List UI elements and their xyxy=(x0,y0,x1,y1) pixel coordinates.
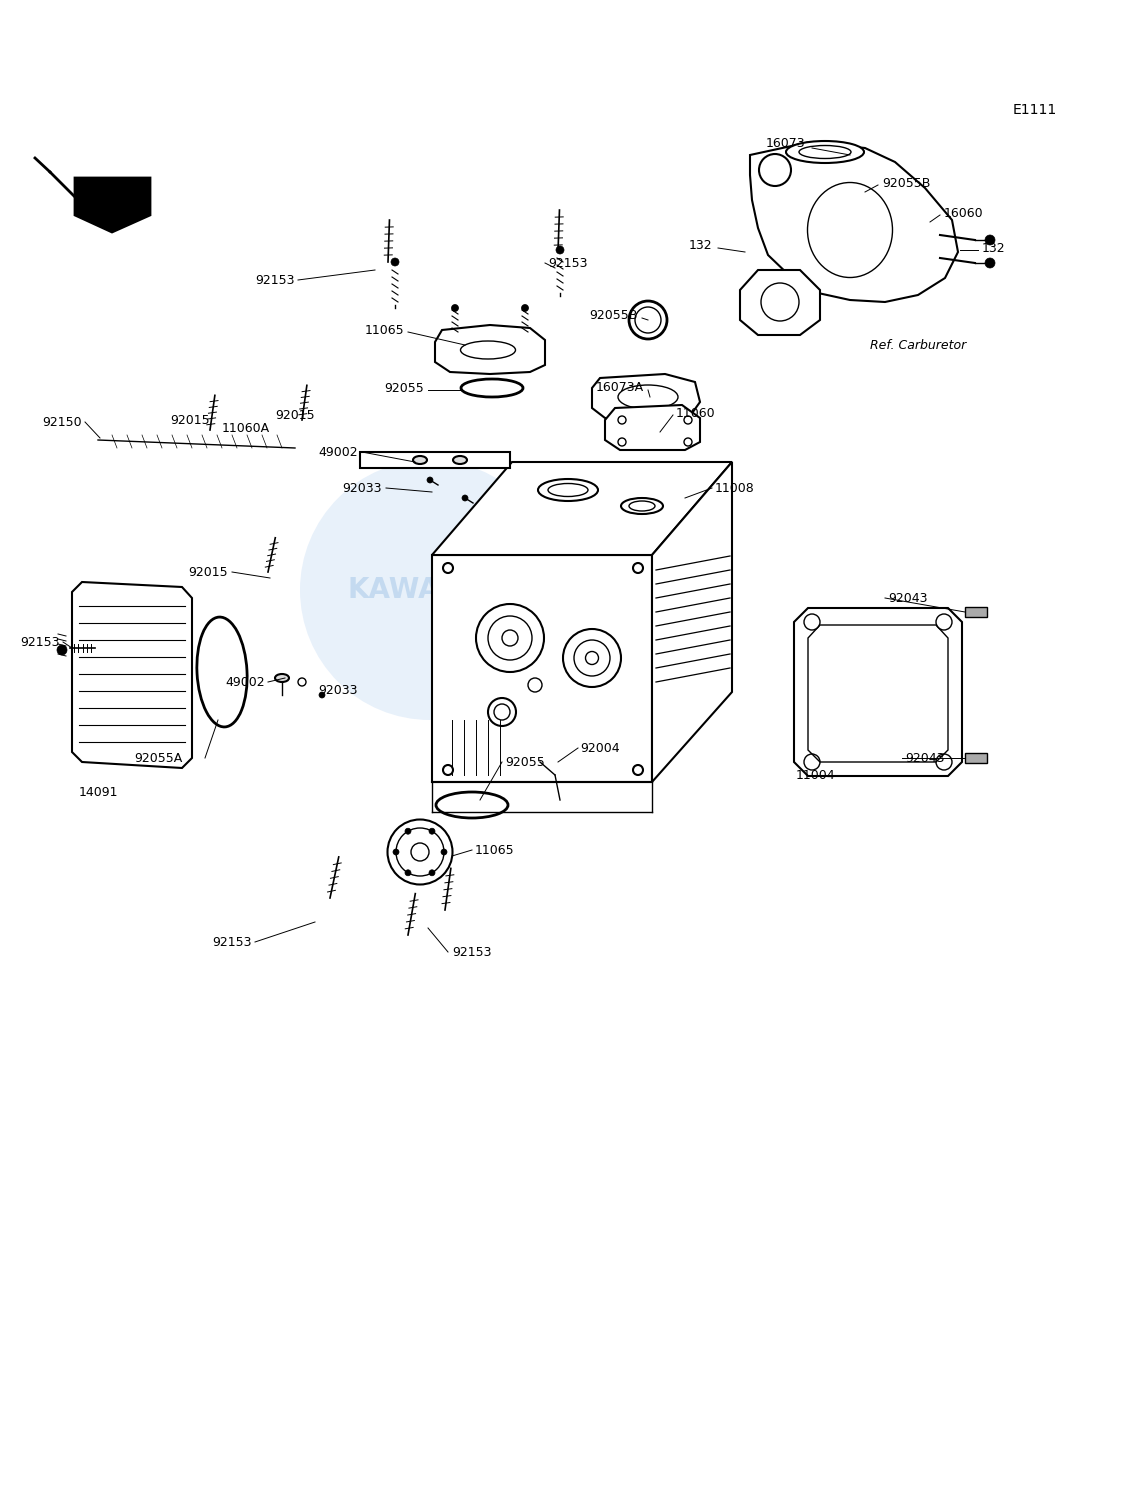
Ellipse shape xyxy=(429,869,435,875)
Text: 92055B: 92055B xyxy=(882,177,930,189)
Ellipse shape xyxy=(57,645,67,654)
Text: 92150: 92150 xyxy=(42,416,82,428)
Text: 92153: 92153 xyxy=(256,273,295,287)
Text: 92055A: 92055A xyxy=(134,752,183,764)
Ellipse shape xyxy=(405,829,411,835)
Polygon shape xyxy=(592,374,700,420)
Text: 92055: 92055 xyxy=(505,755,545,769)
Text: 49002: 49002 xyxy=(225,675,265,689)
Text: 92153: 92153 xyxy=(212,935,253,949)
Text: 92043: 92043 xyxy=(905,752,945,764)
Ellipse shape xyxy=(405,869,411,875)
Ellipse shape xyxy=(786,141,864,164)
Text: Ref. Carburetor: Ref. Carburetor xyxy=(870,339,967,351)
Ellipse shape xyxy=(393,850,400,856)
Ellipse shape xyxy=(521,305,528,312)
Text: 16073A: 16073A xyxy=(596,380,644,393)
Text: 92015: 92015 xyxy=(170,413,210,426)
Ellipse shape xyxy=(453,456,467,464)
Ellipse shape xyxy=(413,456,427,464)
Text: 132: 132 xyxy=(982,242,1006,255)
Ellipse shape xyxy=(451,305,458,312)
Text: 11065: 11065 xyxy=(364,324,404,336)
Text: E1111: E1111 xyxy=(1013,104,1057,117)
Text: 92015: 92015 xyxy=(276,408,315,422)
Polygon shape xyxy=(652,462,732,782)
Text: 92055B: 92055B xyxy=(590,309,638,321)
Text: 92153: 92153 xyxy=(548,257,588,270)
Ellipse shape xyxy=(276,674,289,681)
Text: FRONT: FRONT xyxy=(91,192,133,203)
Text: 16060: 16060 xyxy=(944,207,984,219)
Text: KAWASAKI: KAWASAKI xyxy=(347,576,513,603)
Text: 49002: 49002 xyxy=(318,446,358,458)
Text: 14091: 14091 xyxy=(78,785,118,799)
Text: 11060A: 11060A xyxy=(222,422,270,434)
Ellipse shape xyxy=(985,258,995,269)
Text: 11060: 11060 xyxy=(676,407,715,419)
Text: 16073: 16073 xyxy=(766,137,805,150)
Text: 92055: 92055 xyxy=(385,381,424,395)
Polygon shape xyxy=(965,606,987,617)
Ellipse shape xyxy=(461,495,468,501)
Text: 11008: 11008 xyxy=(715,482,754,494)
Ellipse shape xyxy=(556,246,564,254)
Ellipse shape xyxy=(300,459,560,720)
Polygon shape xyxy=(794,608,962,776)
Polygon shape xyxy=(965,754,987,763)
Polygon shape xyxy=(360,452,510,468)
Polygon shape xyxy=(750,143,957,302)
Text: 92153: 92153 xyxy=(21,635,60,648)
Ellipse shape xyxy=(427,477,433,483)
Text: 11004: 11004 xyxy=(796,769,835,782)
Polygon shape xyxy=(605,405,700,450)
Ellipse shape xyxy=(985,236,995,245)
Text: 11065: 11065 xyxy=(475,844,514,857)
Text: 92043: 92043 xyxy=(889,591,928,605)
Text: 92004: 92004 xyxy=(580,741,620,755)
Text: 92153: 92153 xyxy=(452,946,491,959)
Text: 92015: 92015 xyxy=(188,566,228,578)
Text: 92033: 92033 xyxy=(318,683,357,696)
Text: 132: 132 xyxy=(689,239,712,252)
Ellipse shape xyxy=(391,258,400,266)
Polygon shape xyxy=(435,326,545,374)
Polygon shape xyxy=(740,270,820,335)
Polygon shape xyxy=(432,462,732,555)
Ellipse shape xyxy=(319,692,325,698)
Text: 92033: 92033 xyxy=(342,482,382,494)
Ellipse shape xyxy=(441,850,447,856)
Polygon shape xyxy=(75,179,150,233)
Polygon shape xyxy=(72,582,192,769)
Ellipse shape xyxy=(388,820,452,884)
Ellipse shape xyxy=(429,829,435,835)
Polygon shape xyxy=(432,555,652,782)
